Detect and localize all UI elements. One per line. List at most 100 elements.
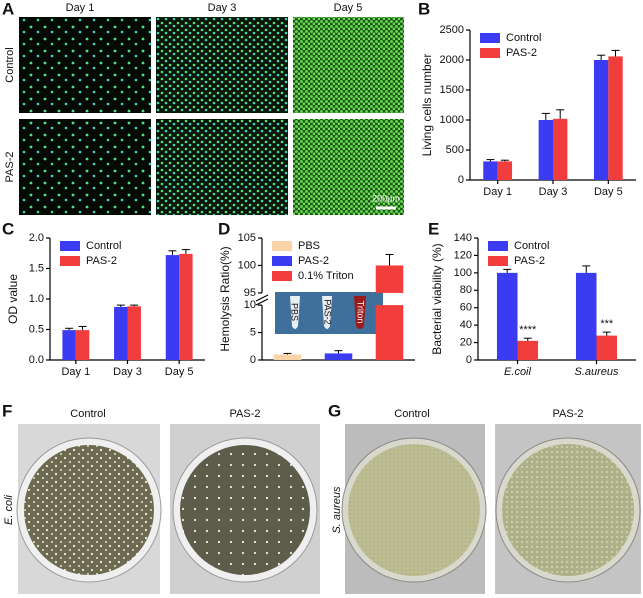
y-tick-label: 2000 <box>440 54 464 66</box>
bar <box>114 306 128 360</box>
tube <box>322 296 332 329</box>
break-mark <box>255 294 269 302</box>
x-tick-label: S.aureus <box>574 366 619 378</box>
bar <box>179 253 193 360</box>
legend-swatch <box>480 48 500 58</box>
legend-swatch <box>60 256 80 266</box>
y-tick-label: 0 <box>458 174 464 186</box>
bar <box>75 330 90 360</box>
y-tick-label: 60 <box>460 302 472 314</box>
tube-label: PAS-2 <box>323 299 333 324</box>
y-tick-label: 0 <box>250 354 256 366</box>
y-axis-label: OD value <box>6 274 20 324</box>
bar <box>496 272 518 360</box>
plate-colonies <box>180 445 310 575</box>
row-label: S. aureus <box>331 486 343 534</box>
column-label: Control <box>394 408 429 420</box>
row-label: E. coli <box>3 494 15 525</box>
legend-label: PBS <box>298 240 320 252</box>
column-label: Control <box>70 408 105 420</box>
y-tick-label: 140 <box>454 232 472 244</box>
bar <box>593 60 609 180</box>
bar <box>165 255 180 360</box>
x-tick-label: E.coil <box>504 366 531 378</box>
legend-swatch <box>272 271 292 281</box>
column-label: PAS-2 <box>553 408 584 420</box>
y-tick-label: 10 <box>244 299 256 311</box>
scale-label: 200μm <box>372 193 400 203</box>
legend-swatch <box>488 256 508 266</box>
y-axis-label: Living cells number <box>420 54 434 157</box>
panel-letter: E <box>428 219 439 238</box>
y-tick-label: 5 <box>250 326 256 338</box>
legend-label: Control <box>506 32 541 44</box>
axis-break <box>256 296 268 302</box>
y-tick-label: 0 <box>466 354 472 366</box>
legend-swatch <box>480 33 500 43</box>
panel-letter: B <box>418 0 430 18</box>
panel-letter: A <box>2 0 14 18</box>
x-tick-label: Day 1 <box>483 186 512 198</box>
bar <box>575 272 597 360</box>
x-tick-label: Day 3 <box>539 186 568 198</box>
plate-lawn <box>502 444 634 576</box>
y-tick-label: 100 <box>238 259 256 271</box>
tube <box>354 296 366 329</box>
cell-image <box>293 119 404 215</box>
tube-label: Triton <box>356 301 366 324</box>
x-tick-label: Day 3 <box>113 366 142 378</box>
cell-image <box>156 17 288 113</box>
y-axis-label: Bacterial viability (%) <box>430 243 444 354</box>
cell-image <box>19 17 151 113</box>
bar <box>324 353 353 360</box>
y-tick-label: 2.0 <box>29 232 44 244</box>
bar <box>596 335 618 360</box>
panel-letter: C <box>2 219 14 238</box>
panel-letter: F <box>2 401 12 420</box>
bar <box>127 306 141 360</box>
legend-label: PAS-2 <box>506 47 537 59</box>
y-tick-label: 100 <box>454 267 472 279</box>
y-tick-label: 2500 <box>440 24 464 36</box>
bar <box>375 265 404 293</box>
bar <box>517 340 539 360</box>
column-label: Day 1 <box>66 2 95 14</box>
column-label: Day 5 <box>334 2 363 14</box>
bar <box>483 161 498 180</box>
y-tick-label: 0.0 <box>29 354 44 366</box>
plate-colonies <box>24 445 154 575</box>
legend-swatch <box>60 241 80 251</box>
bar <box>497 161 513 180</box>
break-mark <box>255 298 269 306</box>
significance: *** <box>600 318 614 330</box>
tube-label: PBS <box>290 303 300 321</box>
y-tick-label: 20 <box>460 336 472 348</box>
cell-image <box>293 17 404 113</box>
legend-label: 0.1% Triton <box>298 270 354 282</box>
bar <box>608 56 623 180</box>
row-label: Control <box>4 47 16 82</box>
column-label: Day 3 <box>208 2 237 14</box>
y-tick-label: 95 <box>244 287 256 299</box>
significance: **** <box>519 324 537 336</box>
legend-swatch <box>488 241 508 251</box>
tube <box>290 296 300 329</box>
x-tick-label: Day 5 <box>165 366 194 378</box>
legend-label: PAS-2 <box>86 255 117 267</box>
legend-label: PAS-2 <box>514 255 545 267</box>
panel-letter: D <box>218 219 230 238</box>
legend-swatch <box>272 256 292 266</box>
y-tick-label: 1.0 <box>29 293 44 305</box>
plate-lawn <box>348 444 480 576</box>
y-tick-label: 105 <box>238 232 256 244</box>
y-tick-label: 1.5 <box>29 262 44 274</box>
cell-image <box>156 119 288 215</box>
bar <box>553 118 568 180</box>
bar <box>375 305 404 360</box>
x-tick-label: Day 5 <box>594 186 623 198</box>
y-tick-label: 120 <box>454 249 472 261</box>
bar <box>273 354 302 360</box>
panel-letter: G <box>328 401 341 420</box>
y-tick-label: 0.5 <box>29 323 44 335</box>
